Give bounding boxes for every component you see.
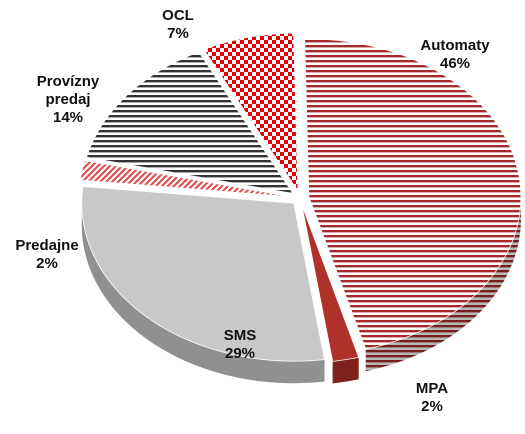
slice-side-shade xyxy=(81,203,325,384)
label-value: 14% xyxy=(52,109,84,126)
slice xyxy=(79,160,292,198)
label-value: 29% xyxy=(224,345,256,362)
label-value: 2% xyxy=(421,398,443,415)
slice-side xyxy=(332,357,359,384)
label-name: MPA xyxy=(415,380,449,397)
label-name: Automaty xyxy=(420,37,490,54)
label-value: 46% xyxy=(439,55,471,72)
label-name: Provízny predaj xyxy=(36,73,100,108)
slice-side-shade xyxy=(365,196,521,372)
data-label: Provízny predaj 14% xyxy=(28,73,108,127)
slice xyxy=(81,186,326,362)
data-label: Automaty 46% xyxy=(400,37,510,73)
slice xyxy=(86,51,294,195)
label-name: OCL xyxy=(162,7,194,24)
slice-side xyxy=(365,196,521,372)
slice xyxy=(301,204,360,362)
data-label: Predajne 2% xyxy=(2,237,92,273)
data-label: SMS 29% xyxy=(210,327,270,363)
slice xyxy=(304,38,522,350)
data-label: OCL 7% xyxy=(148,7,208,43)
slice-side xyxy=(81,203,325,384)
label-value: 2% xyxy=(36,255,58,272)
label-name: SMS xyxy=(223,327,257,344)
slice xyxy=(203,32,299,193)
label-value: 7% xyxy=(167,25,189,42)
slice-side-shade xyxy=(332,357,359,384)
label-name: Predajne xyxy=(15,237,79,254)
data-label: MPA 2% xyxy=(402,380,462,416)
